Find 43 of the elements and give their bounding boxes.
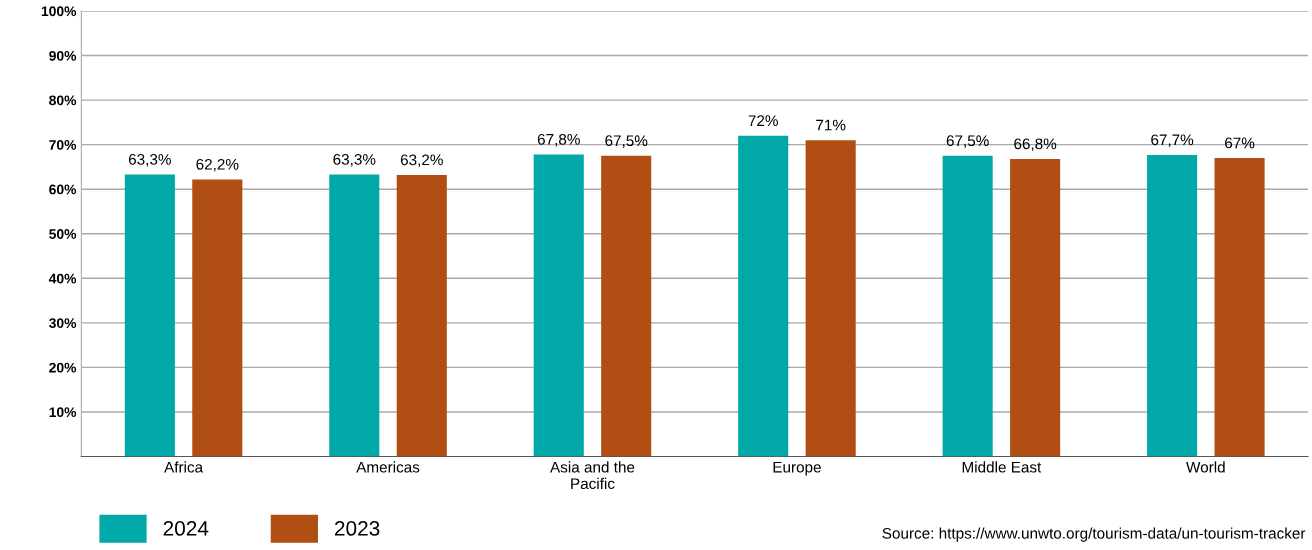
bar [738, 135, 789, 457]
data-label: 72% [748, 115, 778, 126]
data-label: 67,8% [537, 133, 580, 147]
y-tick-label: 100% [41, 6, 77, 17]
bar [942, 155, 993, 457]
data-label: 67,7% [1151, 134, 1194, 147]
y-tick-label: 40% [48, 273, 77, 284]
data-label: 62,2% [196, 158, 239, 172]
data-label: 63,3% [128, 153, 171, 167]
bar [1147, 154, 1198, 457]
data-label: 63,3% [333, 153, 376, 167]
legend-label: 2023 [334, 521, 380, 536]
y-tick-label: 30% [49, 318, 77, 329]
bar [1010, 158, 1061, 457]
data-label: 71% [816, 119, 846, 131]
y-tick-label: 80% [49, 95, 77, 106]
data-label: 66,8% [1014, 138, 1057, 152]
x-tick-label: Asia and the Pacific [550, 461, 635, 490]
bar [805, 140, 856, 457]
source-note: Source: https://www.unwto.org/tourism-data/un-tourism-tracker [882, 527, 1306, 542]
bar [396, 174, 447, 457]
bar [192, 179, 243, 457]
y-tick-label: 70% [49, 139, 77, 150]
data-label: 67,5% [605, 135, 648, 148]
y-tick-label: 50% [49, 229, 77, 239]
x-tick-label: World [1186, 461, 1225, 473]
y-tick-label: 90% [49, 50, 77, 61]
y-tick-label: 60% [49, 184, 77, 195]
x-tick-label: Africa [164, 461, 204, 473]
legend-label: 2024 [163, 521, 209, 536]
bar [329, 174, 380, 457]
x-tick-label: Europe [773, 461, 821, 476]
bar [124, 174, 175, 457]
x-tick-label: Americas [356, 461, 420, 473]
y-tick-label: 10% [49, 407, 77, 418]
bar [533, 154, 584, 457]
bar [1214, 158, 1265, 457]
data-label: 67,5% [946, 135, 989, 148]
x-tick-label: Middle East [962, 461, 1042, 473]
y-tick-label: 20% [49, 362, 77, 373]
bar [601, 155, 652, 457]
data-label: 67% [1225, 137, 1255, 149]
data-label: 63,2% [400, 154, 443, 168]
